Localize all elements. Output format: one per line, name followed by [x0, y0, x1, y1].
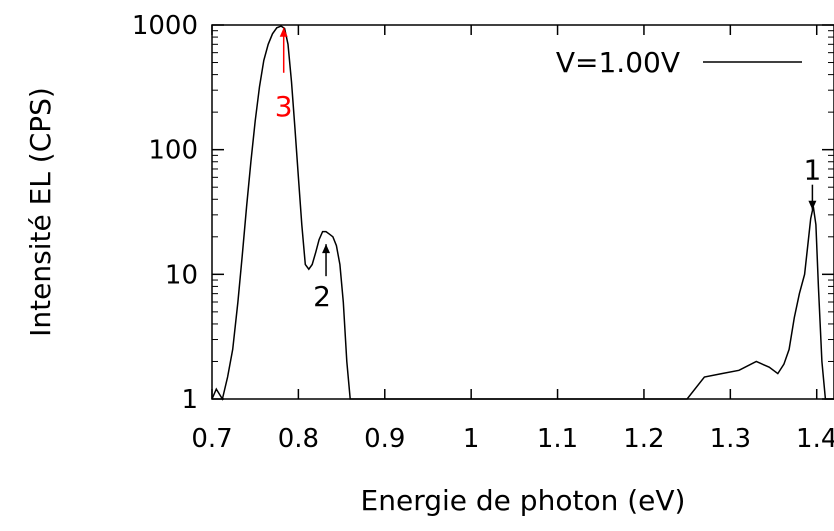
x-tick-label: 0.9 [364, 424, 405, 454]
x-axis: 0.7 0.8 0.9 1 1.1 1.2 1.3 1.4 [191, 25, 834, 454]
x-axis-title: Energie de photon (eV) [361, 484, 686, 517]
annotation-label: 3 [275, 90, 293, 123]
annotation-arrowhead [322, 244, 331, 254]
y-tick-label: 1 [181, 385, 198, 415]
annotations: 1 2 3 [275, 27, 821, 313]
y-axis-title: Intensité EL (CPS) [24, 87, 57, 337]
series-line [211, 25, 834, 401]
annotation-label: 1 [803, 154, 821, 187]
x-tick-label: 1.4 [796, 424, 834, 454]
x-tick-label: 0.8 [278, 424, 319, 454]
x-tick-label: 1.3 [710, 424, 751, 454]
annotation-arrowhead [279, 27, 288, 37]
y-tick-label: 10 [165, 260, 198, 290]
x-tick-label: 1 [463, 424, 480, 454]
y-tick-label: 1000 [132, 11, 198, 41]
y-tick-label: 100 [148, 136, 198, 166]
legend: V=1.00V [556, 46, 802, 79]
plot-frame [211, 24, 834, 400]
x-tick-label: 1.1 [537, 424, 578, 454]
x-tick-label: 0.7 [191, 424, 232, 454]
annotation-arrowhead [808, 200, 817, 210]
y-axis: 1 10 100 1000 [132, 11, 834, 415]
x-tick-label: 1.2 [623, 424, 664, 454]
annotation-label: 2 [313, 280, 331, 313]
legend-label: V=1.00V [556, 46, 680, 79]
